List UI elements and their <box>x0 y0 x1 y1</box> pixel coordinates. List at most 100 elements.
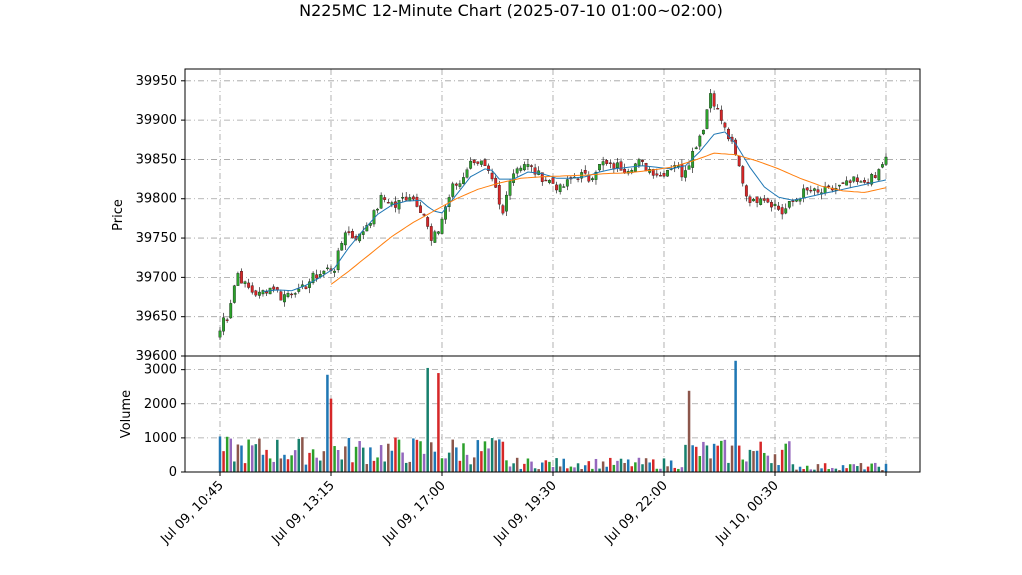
volume-bar <box>465 454 469 472</box>
candle-body <box>612 163 616 170</box>
candle-body <box>748 196 752 203</box>
volume-bar <box>694 446 698 472</box>
volume-bar <box>329 398 333 472</box>
volume-bar <box>276 439 279 472</box>
volume-bar <box>809 469 813 472</box>
candle-body <box>659 175 662 177</box>
volume-bar <box>755 450 759 472</box>
volume-bar <box>472 457 476 472</box>
candle-body <box>637 159 641 166</box>
candle-body <box>283 294 286 303</box>
volume-bar <box>537 469 540 472</box>
volume-bar <box>387 443 390 472</box>
candle-body <box>852 176 856 182</box>
volume-bar <box>591 468 594 472</box>
volume-bar <box>319 460 322 472</box>
volume-bar <box>784 443 787 472</box>
candle-body <box>530 165 533 167</box>
candle-body <box>777 205 780 210</box>
candle-body <box>780 207 784 215</box>
volume-bar <box>816 464 820 472</box>
candle-body <box>462 177 465 184</box>
volume-bar <box>677 468 680 472</box>
volume-bar <box>680 467 684 472</box>
volume-bar <box>669 460 673 472</box>
volume-bar <box>777 465 780 472</box>
candle-body <box>770 201 773 208</box>
volume-bar <box>698 456 702 472</box>
volume-bar <box>598 468 601 472</box>
candle-body <box>709 93 712 109</box>
volume-bar <box>630 466 634 472</box>
volume-bar <box>494 440 497 472</box>
volume-tick-label: 1000 <box>144 431 177 446</box>
volume-bar <box>372 460 376 472</box>
x-tick-label: Jul 09, 10:45 <box>157 478 226 547</box>
candle-body <box>762 198 766 201</box>
candle-body <box>361 231 365 235</box>
volume-bar <box>727 462 730 472</box>
candle-body <box>619 161 623 171</box>
candle-body <box>551 177 555 184</box>
candle-body <box>308 281 311 288</box>
candle-body <box>884 156 888 165</box>
volume-bar <box>440 458 444 472</box>
candle-body <box>494 177 498 188</box>
candle-body <box>229 303 233 319</box>
volume-bar <box>848 464 852 472</box>
volume-bar <box>462 443 465 472</box>
candle-body <box>336 250 340 271</box>
volume-bar <box>390 450 394 472</box>
volume-bar <box>709 458 712 472</box>
candle-body <box>773 203 777 207</box>
candle-body <box>694 147 698 150</box>
candle-body <box>616 162 619 169</box>
volume-bar <box>555 458 558 472</box>
volume-bar <box>684 444 687 472</box>
volume-bar <box>745 461 748 472</box>
volume-bar <box>551 466 555 472</box>
volume-tick-label: 3000 <box>144 363 177 378</box>
volume-bar <box>748 449 752 472</box>
volume-bar <box>838 470 841 472</box>
volume-bar <box>662 458 666 472</box>
volume-bar <box>222 451 225 472</box>
candle-body <box>232 285 236 303</box>
volume-bar <box>562 458 565 472</box>
volume-bar <box>415 439 419 472</box>
volume-bar <box>841 465 845 472</box>
volume-bar <box>301 437 304 472</box>
candle-body <box>687 165 691 170</box>
volume-tick-label: 0 <box>169 465 177 480</box>
candle-body <box>236 273 240 286</box>
volume-bar <box>469 464 472 472</box>
volume-bar <box>512 463 515 472</box>
candle-body <box>855 177 859 182</box>
candle-body <box>827 185 831 188</box>
candle-body <box>247 282 251 288</box>
volume-bar <box>326 374 329 472</box>
candle-body <box>651 169 655 176</box>
candle-body <box>605 160 609 164</box>
candle-body <box>698 135 702 147</box>
volume-bar <box>813 469 816 472</box>
candle-body <box>376 208 379 211</box>
candle-body <box>469 160 473 169</box>
candle-body <box>440 218 444 234</box>
volume-bar <box>533 468 537 472</box>
candle-body <box>812 188 816 191</box>
candle-body <box>576 178 580 180</box>
short-ma-line <box>262 131 887 292</box>
volume-bar <box>308 452 311 472</box>
candle-body <box>676 165 680 167</box>
volume-bar <box>293 450 297 472</box>
volume-bar <box>297 438 301 472</box>
price-tick-label: 39950 <box>136 74 177 89</box>
price-y-axis: 39600 39650 39700 39750 39800 39850 39900 39950 <box>136 74 185 364</box>
volume-bar <box>870 463 873 472</box>
candle-body <box>501 205 505 214</box>
x-tick-label: Jul 09, 19:30 <box>490 478 559 547</box>
candle-body <box>859 181 863 183</box>
volume-bar <box>283 454 286 472</box>
volume-bar <box>218 436 222 472</box>
